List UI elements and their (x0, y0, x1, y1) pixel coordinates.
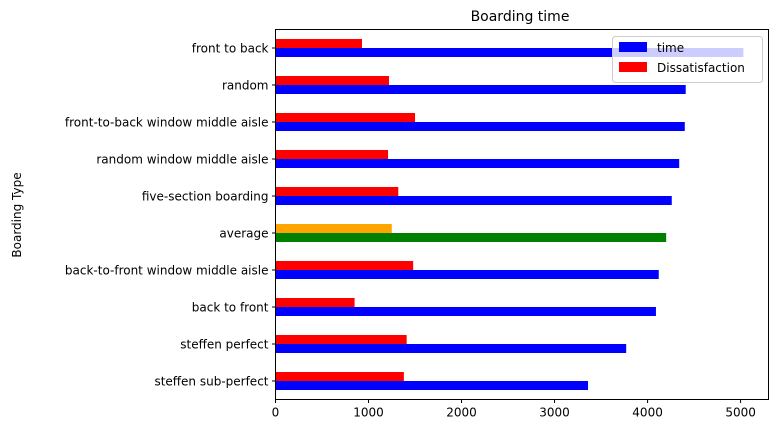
bar-dissatisfaction (275, 335, 407, 344)
bar-time (275, 307, 656, 316)
bar-time (275, 270, 659, 279)
legend-box (612, 36, 763, 83)
legend: time Dissatisfaction (612, 36, 763, 83)
bar-dissatisfaction (275, 39, 363, 48)
bar-dissatisfaction (275, 150, 389, 159)
y-axis-label: Boarding Type (10, 172, 24, 257)
legend-label: time (657, 41, 684, 55)
bar-time (275, 233, 667, 242)
x-tick-label: 1000 (353, 406, 384, 420)
bars-group (275, 39, 744, 390)
bar-time (275, 48, 744, 57)
y-tick-label: steffen sub-perfect (154, 375, 268, 389)
bar-dissatisfaction (275, 224, 392, 233)
bar-time (275, 196, 672, 205)
bar-dissatisfaction (275, 261, 414, 270)
y-tick-label: front to back (192, 42, 269, 56)
x-tick-label: 2000 (446, 406, 477, 420)
x-tick-label: 3000 (539, 406, 570, 420)
legend-swatch (619, 62, 647, 72)
bar-dissatisfaction (275, 372, 404, 381)
y-tick-label: front-to-back window middle aisle (65, 116, 269, 130)
y-ticks: front to back random front-to-back window … (65, 42, 276, 389)
y-tick-label: average (219, 227, 268, 241)
y-tick-label: random window middle aisle (96, 153, 268, 167)
y-tick-label: back-to-front window middle aisle (65, 264, 269, 278)
y-tick-label: five-section boarding (142, 190, 269, 204)
bar-dissatisfaction (275, 298, 355, 307)
legend-label: Dissatisfaction (657, 61, 745, 75)
chart-title: Boarding time (471, 9, 570, 25)
y-tick-label: steffen perfect (180, 338, 269, 352)
plot-frame (275, 29, 769, 400)
bar-time (275, 122, 685, 131)
x-tick-label: 0 (272, 406, 280, 420)
legend-swatch (619, 42, 647, 52)
x-ticks: 0 1000 2000 3000 4000 5000 (272, 399, 756, 420)
x-tick-label: 5000 (725, 406, 756, 420)
bar-time (275, 344, 627, 353)
y-tick-label: random (222, 79, 269, 93)
bar-time (275, 381, 589, 390)
x-tick-label: 4000 (632, 406, 663, 420)
bar-dissatisfaction (275, 76, 389, 85)
bar-dissatisfaction (275, 113, 416, 122)
bar-time (275, 159, 680, 168)
bar-time (275, 85, 686, 94)
bar-dissatisfaction (275, 187, 399, 196)
y-tick-label: back to front (192, 301, 269, 315)
